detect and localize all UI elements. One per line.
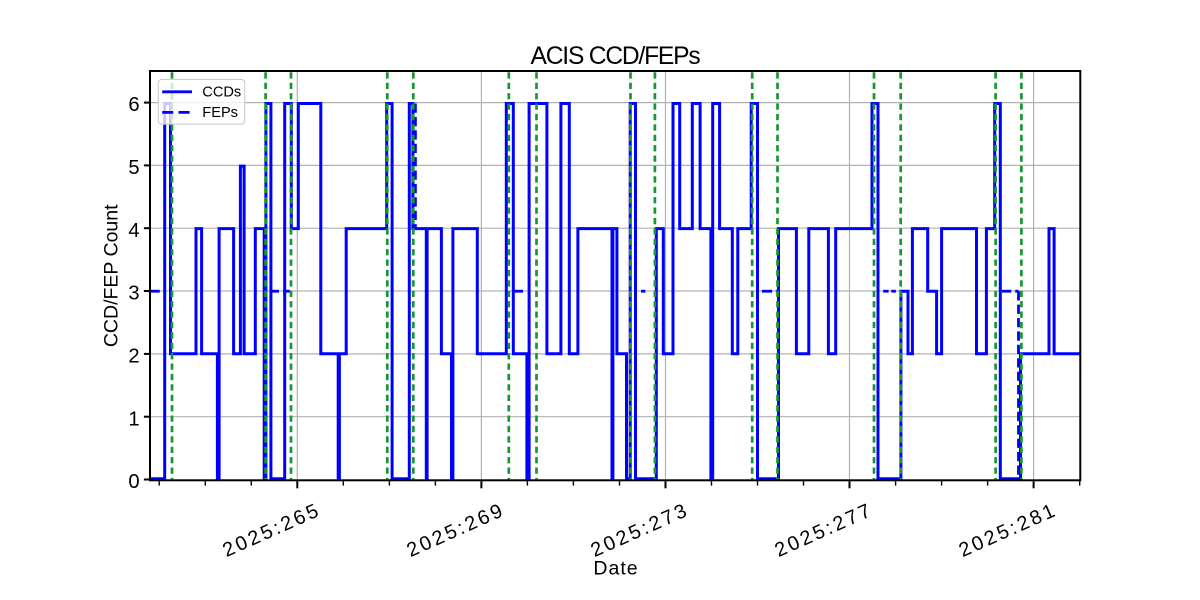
svg-text:6: 6: [128, 94, 139, 116]
svg-text:Date: Date: [593, 558, 638, 580]
svg-text:CCDs: CCDs: [202, 85, 241, 101]
svg-text:0: 0: [128, 471, 139, 493]
svg-text:FEPs: FEPs: [202, 105, 238, 121]
svg-text:CCD/FEP Count: CCD/FEP Count: [101, 204, 123, 347]
svg-text:4: 4: [128, 220, 139, 242]
svg-text:3: 3: [128, 283, 139, 305]
svg-text:1: 1: [128, 408, 139, 430]
svg-text:2: 2: [128, 346, 139, 368]
svg-text:5: 5: [128, 157, 139, 179]
svg-text:ACIS CCD/FEPs: ACIS CCD/FEPs: [531, 43, 701, 70]
